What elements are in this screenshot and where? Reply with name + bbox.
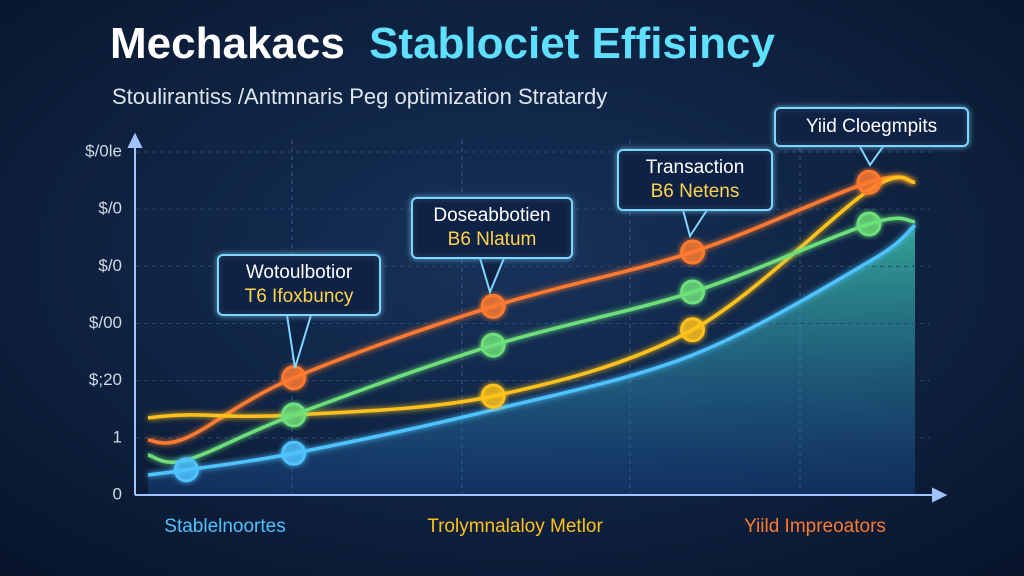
callout-text: Transaction [646, 157, 745, 178]
series-line [147, 223, 917, 477]
point-marker [281, 365, 307, 391]
y-tick-label: $;20 [89, 370, 122, 389]
y-tick-label: 0 [113, 484, 122, 503]
point-marker [680, 279, 706, 305]
chart-subtitle: Stoulirantiss /Antmnaris Peg optimizatio… [112, 84, 607, 109]
y-tick-label: 1 [113, 427, 122, 446]
plot: 0 1 $;20 $/00 $/0 $/0 $/0le [85, 141, 930, 503]
point-marker [856, 211, 882, 237]
point-marker [680, 317, 706, 343]
y-tick-label: $/0 [98, 256, 122, 275]
point-marker [480, 332, 506, 358]
callout: Wotoulbotior T6 Ifoxbuncy [217, 254, 381, 369]
point-marker [480, 383, 506, 409]
callout-box [617, 149, 773, 211]
callout: Yiid Cloegmpits [774, 107, 969, 167]
callout-text: Wotoulbotior [246, 262, 353, 283]
title-lead: Mechakacs [110, 19, 345, 68]
point-marker [480, 293, 506, 319]
callout-box [411, 197, 573, 259]
point-marker [281, 402, 307, 428]
title-accent: Stablociet Effisincy [369, 19, 775, 68]
point-marker [856, 169, 882, 195]
callout-box [774, 107, 969, 147]
axes [127, 132, 948, 503]
y-tick-label: $/0 [98, 199, 122, 218]
point-marker [680, 239, 706, 265]
callout: Doseabbotien B6 Nlatum [411, 197, 573, 296]
chart-title: Mechakacs Stablociet Effisincy [110, 19, 775, 68]
legend-label: Trolymnalaloy Metlor [427, 516, 603, 537]
callout-text: B6 Nlatum [448, 229, 537, 250]
area [148, 225, 915, 495]
callout-text: B6 Netens [651, 181, 740, 202]
callout-box [217, 254, 381, 316]
legend-label: Yiild Impreoators [744, 516, 886, 537]
series-line [147, 175, 916, 420]
callout-text: T6 Ifoxbuncy [245, 286, 354, 307]
y-tick-label: $/0le [85, 141, 122, 160]
legend-label: Stablelnoortes [164, 516, 285, 537]
callout-text: Yiid Cloegmpits [806, 116, 937, 137]
callout: Transaction B6 Netens [617, 149, 773, 239]
callout-text: Doseabbotien [433, 205, 550, 226]
y-tick-label: $/00 [89, 313, 122, 332]
point-marker [281, 440, 307, 466]
point-marker [173, 457, 199, 483]
